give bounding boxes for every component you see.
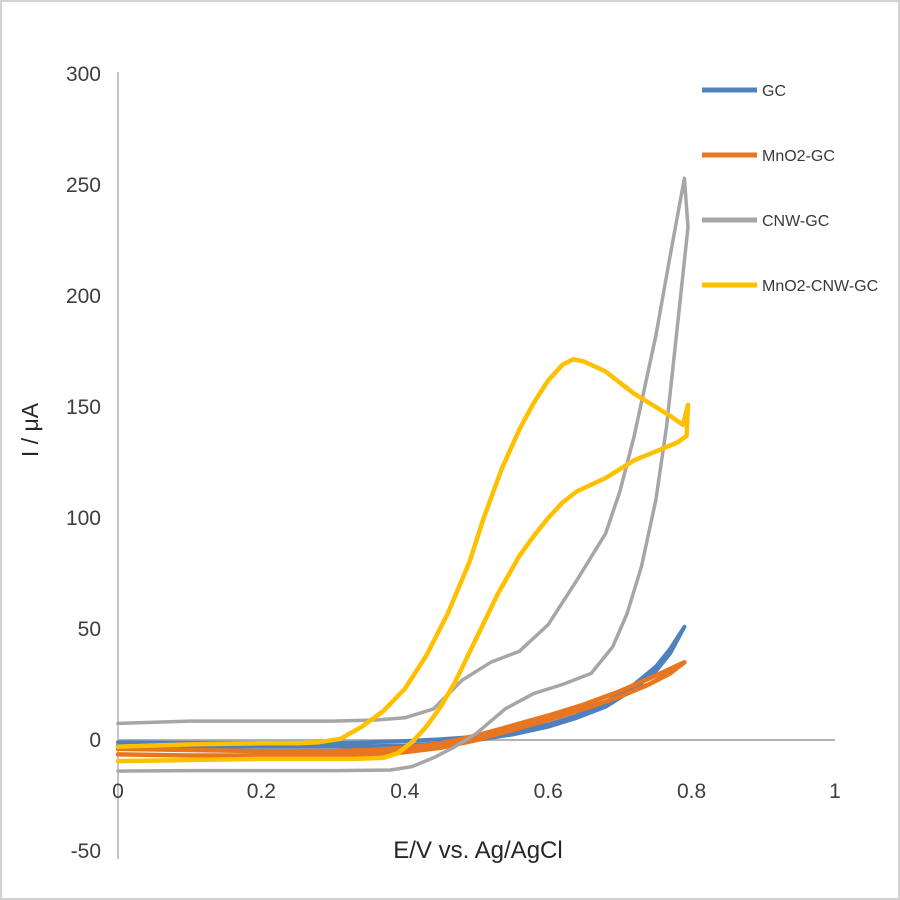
tick-labels: 300 250 200 150 100 50 0 -50 0 0.2 0.4 0.6 0.8 1 <box>66 63 841 863</box>
y-tick-label: 50 <box>78 618 101 641</box>
y-tick-label: -50 <box>71 840 101 863</box>
legend-item-mno2-gc: MnO2-GC <box>702 148 835 165</box>
series-line-gc <box>116 624 687 749</box>
series-line-cnw-gc <box>116 176 690 773</box>
y-tick-label: 250 <box>66 174 101 197</box>
y-tick-label: 100 <box>66 507 101 530</box>
y-axis-title: I / μA <box>17 402 43 457</box>
legend-label-mno2-cnw-gc: MnO2-CNW-GC <box>762 278 878 295</box>
x-tick-label: 0.8 <box>677 780 706 803</box>
x-axis-title: E/V vs. Ag/AgCl <box>393 837 562 864</box>
legend: GC MnO2-GC CNW-GC MnO2-CNW-GC <box>702 83 878 295</box>
x-tick-label: 0 <box>112 780 124 803</box>
legend-label-mno2-gc: MnO2-GC <box>762 148 835 165</box>
y-tick-label: 200 <box>66 285 101 308</box>
x-tick-label: 0.4 <box>390 780 420 803</box>
legend-item-cnw-gc: CNW-GC <box>702 213 829 230</box>
series-line-mno2-cnw-gc <box>115 357 691 764</box>
y-tick-label: 150 <box>66 396 101 419</box>
series-line-mno2-gc <box>115 660 687 758</box>
y-tick-label: 0 <box>89 729 101 752</box>
x-tick-label: 1 <box>829 780 841 803</box>
x-tick-label: 0.2 <box>247 780 276 803</box>
legend-label-gc: GC <box>762 83 786 100</box>
legend-label-cnw-gc: CNW-GC <box>762 213 829 230</box>
series-lines <box>115 176 691 773</box>
legend-item-gc: GC <box>702 83 786 100</box>
x-tick-label: 0.6 <box>534 780 563 803</box>
y-tick-label: 300 <box>66 63 101 86</box>
legend-item-mno2-cnw-gc: MnO2-CNW-GC <box>702 278 878 295</box>
